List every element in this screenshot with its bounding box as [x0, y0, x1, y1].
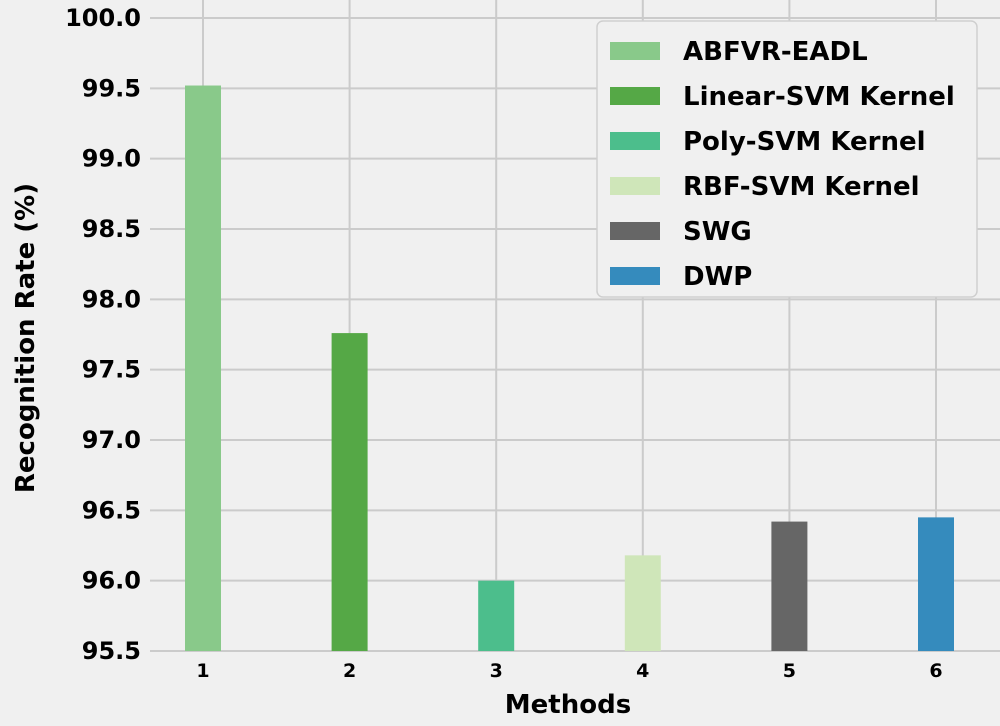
legend-swatch-linear-svm-kernel — [610, 87, 660, 105]
x-axis-label: Methods — [505, 690, 631, 720]
y-tick-labels: 95.5 96.0 96.5 97.0 97.5 98.0 98.5 99.0 99.5 100.… — [65, 4, 141, 665]
legend-swatch-dwp — [610, 267, 660, 285]
x-tick-label: 1 — [196, 660, 209, 682]
bar-abfvr-eadl — [185, 85, 221, 651]
y-tick-label: 100.0 — [65, 4, 141, 32]
legend-swatch-poly-svm-kernel — [610, 132, 660, 150]
y-tick-label: 98.5 — [82, 215, 141, 243]
legend-swatch-abfvr-eadl — [610, 42, 660, 60]
legend-label-swg: SWG — [683, 217, 752, 247]
y-tick-label: 95.5 — [82, 637, 141, 665]
legend-label-linear-svm-kernel: Linear-SVM Kernel — [683, 82, 955, 112]
legend-label-abfvr-eadl: ABFVR-EADL — [683, 37, 868, 67]
bar-dwp — [918, 517, 954, 651]
y-tick-label: 99.5 — [82, 74, 141, 102]
y-axis-label: Recognition Rate (%) — [11, 183, 41, 493]
x-tick-labels: 1 2 3 4 5 6 — [196, 660, 942, 682]
legend-swatch-swg — [610, 222, 660, 240]
bar-swg — [771, 521, 808, 651]
bar-poly-svm-kernel — [478, 580, 515, 651]
y-tick-label: 99.0 — [82, 145, 141, 173]
legend-label-dwp: DWP — [683, 262, 752, 292]
y-tick-label: 98.0 — [82, 285, 141, 313]
y-tick-label: 96.5 — [82, 496, 141, 524]
bar-linear-svm-kernel — [331, 333, 368, 651]
x-tick-label: 4 — [636, 660, 649, 682]
bars — [185, 85, 954, 651]
x-tick-label: 5 — [783, 660, 796, 682]
legend: ABFVR-EADL Linear-SVM Kernel Poly-SVM Kern… — [596, 20, 978, 298]
y-tick-label: 96.0 — [82, 567, 141, 595]
y-tick-label: 97.5 — [82, 356, 141, 384]
legend-box — [596, 20, 978, 298]
legend-label-rbf-svm-kernel: RBF-SVM Kernel — [683, 172, 920, 202]
x-tick-label: 6 — [929, 660, 942, 682]
legend-swatch-rbf-svm-kernel — [610, 177, 660, 195]
x-tick-label: 2 — [343, 660, 356, 682]
y-tick-label: 97.0 — [82, 426, 141, 454]
legend-label-poly-svm-kernel: Poly-SVM Kernel — [683, 127, 926, 157]
x-tick-label: 3 — [490, 660, 503, 682]
bar-rbf-svm-kernel — [624, 555, 661, 651]
